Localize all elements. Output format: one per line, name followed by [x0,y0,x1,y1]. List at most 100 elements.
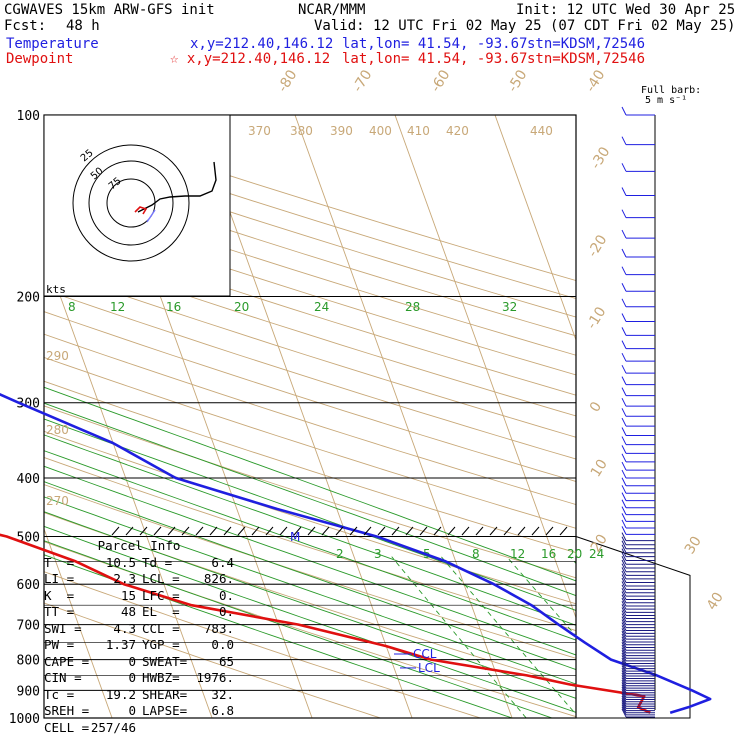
wind-barb-flag [621,644,627,654]
level-hatch [181,526,190,536]
theta-label: 410 [407,124,430,138]
wind-barb-flag [621,697,627,707]
isotherm-label: -20 [585,232,611,260]
dewpoint-legend: Dewpoint [6,51,74,67]
wind-barb-flag [621,616,627,625]
parcel-info-value: 0. [218,587,234,603]
parcel-info-key: SWI = [44,620,82,636]
hodograph-units: kts [46,283,66,296]
hodograph-trace [137,161,217,213]
parcel-info-value: 65 [218,653,234,669]
wind-barb-flag [621,408,627,417]
storm-motion-marker [134,206,148,215]
parcel-info-key: YGP = [142,637,180,652]
mixing-ratio-line [702,557,740,718]
pressure-tick-label: 900 [17,684,40,699]
wind-barb-flag [621,229,627,239]
isotherm-line [394,115,576,620]
dewpoint-xy: ☆ x,y=212.40,146.12 [170,51,331,67]
level-hatch [321,526,330,536]
level-hatch [559,526,568,536]
level-hatch [489,526,498,536]
parcel-info-row: LI = 2.3 LCL = 826. [44,571,234,588]
parcel-info-row: K = 15 LFC = 0. [44,588,234,605]
isotherm-line [194,115,413,718]
isotherm-line [695,115,740,718]
wind-barb-flag [621,519,627,529]
wind-barb-flag [621,376,627,385]
dry-adiabat [44,226,576,396]
level-hatch [251,526,260,536]
wind-barb-flag [621,591,627,600]
level-hatch [307,526,316,536]
moist-adiabat-label: 12 [110,300,125,314]
theta-label: 440 [530,124,553,138]
dry-adiabat [44,333,576,506]
wind-barb-flag [621,453,627,463]
wind-barb-flag [621,544,627,553]
theta-label: 420 [446,124,469,138]
isotherm-label: -30 [588,144,614,172]
mixing-ratio-line [627,557,740,718]
parcel-info-value: 15 [120,587,136,603]
isotherm-line [44,527,113,718]
wind-barb-flag [621,708,627,718]
level-hatch [503,526,512,536]
parcel-info-value: 826. [203,571,234,586]
parcel-info-value: 0 [128,703,136,718]
wind-barb-flag [621,700,627,709]
level-hatch [461,526,470,536]
wind-barb-flag [621,622,627,631]
wind-barb-flag [621,610,627,619]
parcel-info-value: 4.3 [113,620,136,636]
wind-barb-flag [621,163,627,172]
level-hatch [531,526,540,536]
wind-barb-flag [621,397,627,407]
isotherm-line [294,115,513,718]
wind-barb-flag [621,387,627,396]
wind-barb-flag [621,427,627,436]
parcel-info-key: CIN = [44,670,82,685]
wind-barb-flag [621,670,627,679]
theta-label: 290 [46,349,69,363]
level-hatch [391,526,400,536]
mixing-ratio-label: 2 [336,547,344,561]
mixing-ratio-line [569,556,576,565]
barb-legend-speed: 5 m s⁻¹ [645,95,688,106]
wind-barb-flag [621,689,627,698]
level-hatch [475,526,484,536]
temperature-xy: x,y=212.40,146.12 [190,36,334,52]
parcel-info-key: HWBZ= [142,670,180,685]
wind-barb-flag [621,655,627,664]
parcel-info-row: CELL = 257/46 [44,720,234,737]
parcel-info-key: CAPE = [44,653,90,669]
parcel-info-key: LFC = [142,587,180,603]
parcel-info-key: PW = [44,637,75,652]
parcel-info-value: 1976. [196,670,234,685]
theta-label: 380 [290,124,313,138]
wind-barb-flag [621,691,627,700]
parcel-info-row: SWI = 4.3 CCL = 783. [44,621,234,638]
wind-barb-flag [621,665,627,674]
level-hatch [139,526,148,536]
wind-barb-flag [621,704,627,713]
hodograph-ring [88,160,174,246]
isotherm-label: -60 [428,67,454,95]
parcel-info-value: 2.3 [113,571,136,586]
hodograph-segment [146,209,156,223]
wind-barb-flag [621,567,627,576]
wind-barb-flag [621,706,627,716]
parcel-info-value: 1.37 [105,637,136,652]
moist-adiabat-label: 20 [234,300,249,314]
wind-barb-flag [621,660,627,669]
hodograph-ring [72,144,190,262]
wind-barb-flag [621,552,627,561]
wind-barb-flag [621,526,627,535]
mixing-ratio-line [669,557,740,718]
theta-label: 400 [369,124,392,138]
wind-barb-flag [621,266,627,275]
fcst-label: Fcst: [4,18,47,34]
parcel-info-value: 783. [203,620,234,636]
temperature-legend: Temperature [6,36,99,52]
isotherm-line [0,115,12,718]
